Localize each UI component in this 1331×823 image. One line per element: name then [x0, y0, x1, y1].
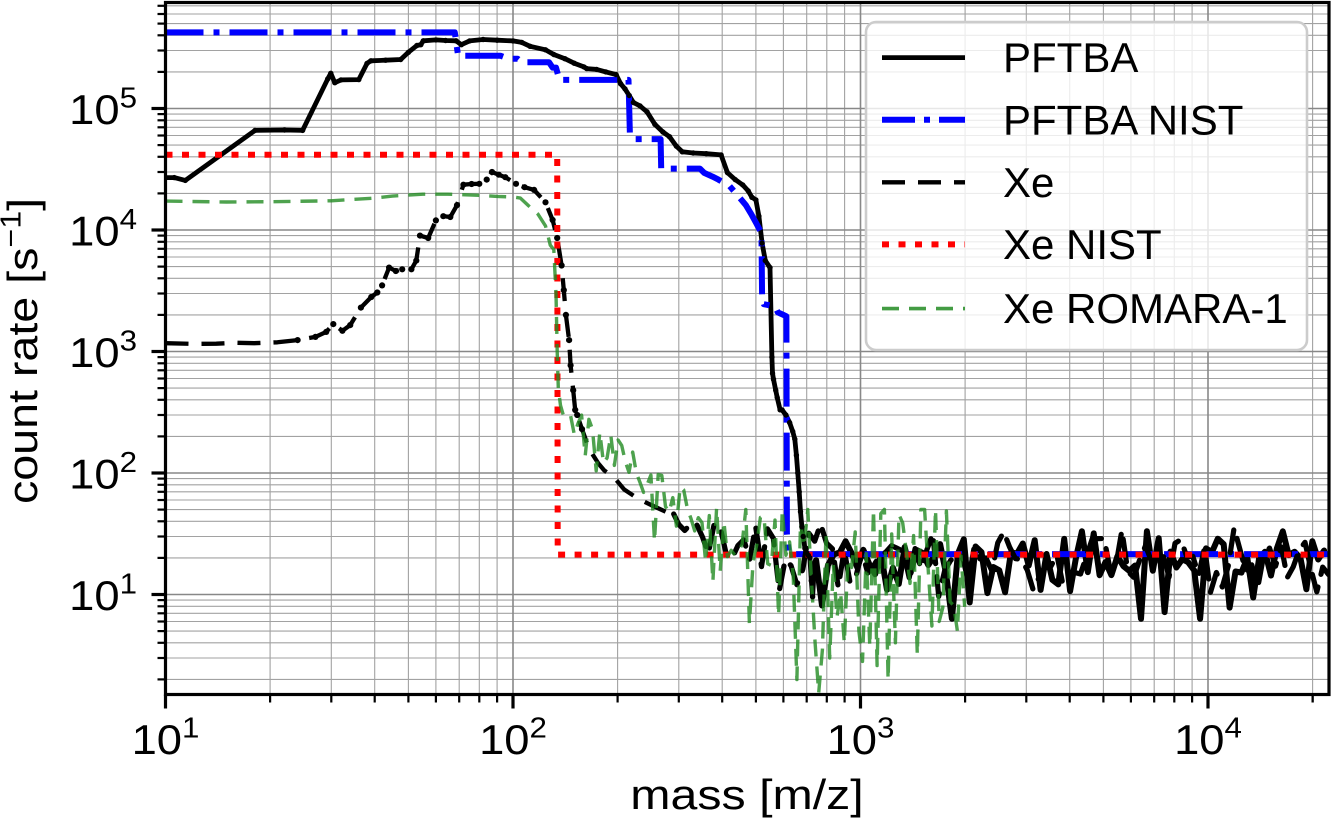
svg-text:PFTBA: PFTBA	[1003, 34, 1138, 81]
svg-text:count rate [s−1]: count rate [s−1]	[0, 198, 46, 504]
svg-text:Xe NIST: Xe NIST	[1003, 221, 1162, 268]
svg-text:Xe: Xe	[1003, 159, 1054, 206]
svg-text:mass [m/z]: mass [m/z]	[630, 771, 863, 818]
svg-text:Xe ROMARA-1: Xe ROMARA-1	[1003, 285, 1288, 332]
svg-text:102: 102	[69, 447, 137, 498]
svg-text:101: 101	[69, 569, 137, 620]
svg-text:PFTBA NIST: PFTBA NIST	[1003, 96, 1243, 143]
